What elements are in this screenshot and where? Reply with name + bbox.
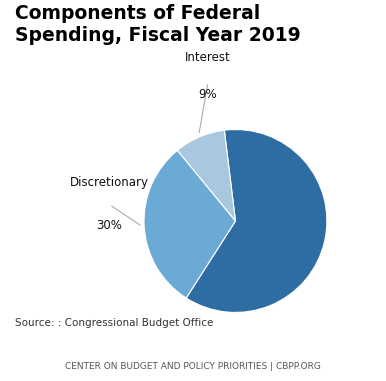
Text: 9%: 9% xyxy=(199,88,217,101)
Text: Interest: Interest xyxy=(185,51,231,64)
Wedge shape xyxy=(186,130,327,312)
Text: Mandatory: Mandatory xyxy=(149,370,230,381)
Wedge shape xyxy=(144,150,235,298)
Text: Components of Federal
Spending, Fiscal Year 2019: Components of Federal Spending, Fiscal Y… xyxy=(15,3,301,45)
Wedge shape xyxy=(178,130,235,221)
Text: Discretionary: Discretionary xyxy=(70,176,149,189)
Text: CENTER ON BUDGET AND POLICY PRIORITIES | CBPP.ORG: CENTER ON BUDGET AND POLICY PRIORITIES |… xyxy=(65,362,321,371)
Text: 30%: 30% xyxy=(96,219,122,232)
Text: Source: : Congressional Budget Office: Source: : Congressional Budget Office xyxy=(15,318,214,328)
